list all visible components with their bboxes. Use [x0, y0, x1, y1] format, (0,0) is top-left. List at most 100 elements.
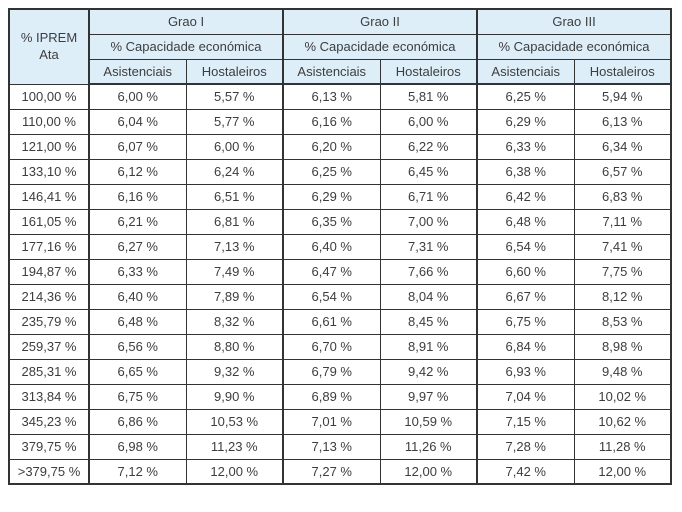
- value-cell: 6,48 %: [476, 208, 575, 235]
- value-cell: 7,00 %: [379, 208, 478, 235]
- value-cell: 6,60 %: [476, 258, 575, 285]
- group-header-grao-i: Grao I: [88, 8, 284, 35]
- value-cell: 6,16 %: [282, 108, 381, 135]
- subheader-capacidade-grao-iii: % Capacidade económica: [476, 33, 672, 60]
- value-cell: 7,66 %: [379, 258, 478, 285]
- table-row: 100,00 % 6,00 % 5,57 % 6,13 % 5,81 % 6,25 % 5,…: [8, 83, 672, 110]
- value-cell: 7,12 %: [88, 458, 187, 485]
- value-cell: 6,38 %: [476, 158, 575, 185]
- value-cell: 10,62 %: [573, 408, 672, 435]
- value-cell: 6,54 %: [476, 233, 575, 260]
- value-cell: 9,97 %: [379, 383, 478, 410]
- table-row: >379,75 % 7,12 % 12,00 % 7,27 % 12,00 % 7,42 …: [8, 458, 672, 485]
- value-cell: 8,53 %: [573, 308, 672, 335]
- value-cell: 6,27 %: [88, 233, 187, 260]
- value-cell: 9,48 %: [573, 358, 672, 385]
- value-cell: 6,81 %: [185, 208, 284, 235]
- value-cell: 8,45 %: [379, 308, 478, 335]
- value-cell: 6,21 %: [88, 208, 187, 235]
- table-row: 235,79 % 6,48 % 8,32 % 6,61 % 8,45 % 6,75 % 8,…: [8, 308, 672, 335]
- value-cell: 6,84 %: [476, 333, 575, 360]
- value-cell: 6,75 %: [88, 383, 187, 410]
- value-cell: 6,89 %: [282, 383, 381, 410]
- corner-header-iprem: % IPREM Ata: [8, 8, 90, 85]
- value-cell: 6,65 %: [88, 358, 187, 385]
- value-cell: 11,26 %: [379, 433, 478, 460]
- table-row: 379,75 % 6,98 % 11,23 % 7,13 % 11,26 % 7,28 %…: [8, 433, 672, 460]
- value-cell: 8,32 %: [185, 308, 284, 335]
- value-cell: 6,61 %: [282, 308, 381, 335]
- iprem-cell: 177,16 %: [8, 233, 90, 260]
- iprem-cell: 345,23 %: [8, 408, 90, 435]
- value-cell: 6,34 %: [573, 133, 672, 160]
- table-row: 161,05 % 6,21 % 6,81 % 6,35 % 7,00 % 6,48 % 7,…: [8, 208, 672, 235]
- value-cell: 12,00 %: [379, 458, 478, 485]
- value-cell: 5,57 %: [185, 83, 284, 110]
- table-header: % IPREM Ata Grao I Grao II Grao III % Ca…: [8, 8, 672, 85]
- value-cell: 6,33 %: [476, 133, 575, 160]
- value-cell: 6,45 %: [379, 158, 478, 185]
- table-row: 146,41 % 6,16 % 6,51 % 6,29 % 6,71 % 6,42 % 6,…: [8, 183, 672, 210]
- iprem-cell: 313,84 %: [8, 383, 90, 410]
- value-cell: 8,80 %: [185, 333, 284, 360]
- subheader-row: % Capacidade económica % Capacidade econ…: [9, 33, 672, 60]
- value-cell: 6,42 %: [476, 183, 575, 210]
- value-cell: 12,00 %: [185, 458, 284, 485]
- value-cell: 9,90 %: [185, 383, 284, 410]
- col-header-asistenciais-grao-i: Asistenciais: [88, 58, 187, 85]
- value-cell: 7,49 %: [185, 258, 284, 285]
- value-cell: 9,32 %: [185, 358, 284, 385]
- value-cell: 6,98 %: [88, 433, 187, 460]
- iprem-cell: 259,37 %: [8, 333, 90, 360]
- value-cell: 6,79 %: [282, 358, 381, 385]
- col-header-hostaleiros-grao-ii: Hostaleiros: [379, 58, 478, 85]
- value-cell: 6,29 %: [476, 108, 575, 135]
- table-body: 100,00 % 6,00 % 5,57 % 6,13 % 5,81 % 6,25 % 5,…: [8, 83, 672, 485]
- value-cell: 6,54 %: [282, 283, 381, 310]
- value-cell: 6,70 %: [282, 333, 381, 360]
- value-cell: 5,81 %: [379, 83, 478, 110]
- value-cell: 7,27 %: [282, 458, 381, 485]
- value-cell: 7,42 %: [476, 458, 575, 485]
- value-cell: 6,47 %: [282, 258, 381, 285]
- iprem-cell: 379,75 %: [8, 433, 90, 460]
- value-cell: 6,40 %: [88, 283, 187, 310]
- table-row: 110,00 % 6,04 % 5,77 % 6,16 % 6,00 % 6,29 % 6,…: [8, 108, 672, 135]
- value-cell: 7,04 %: [476, 383, 575, 410]
- value-cell: 6,16 %: [88, 183, 187, 210]
- iprem-cell: 110,00 %: [8, 108, 90, 135]
- value-cell: 6,04 %: [88, 108, 187, 135]
- table-row: 313,84 % 6,75 % 9,90 % 6,89 % 9,97 % 7,04 % 10…: [8, 383, 672, 410]
- value-cell: 6,71 %: [379, 183, 478, 210]
- value-cell: 7,31 %: [379, 233, 478, 260]
- value-cell: 6,12 %: [88, 158, 187, 185]
- subheader-capacidade-grao-ii: % Capacidade económica: [282, 33, 478, 60]
- column-header-row: Asistenciais Hostaleiros Asistenciais Ho…: [9, 58, 672, 85]
- iprem-cell: 194,87 %: [8, 258, 90, 285]
- value-cell: 6,35 %: [282, 208, 381, 235]
- value-cell: 6,67 %: [476, 283, 575, 310]
- value-cell: 10,59 %: [379, 408, 478, 435]
- value-cell: 7,41 %: [573, 233, 672, 260]
- value-cell: 6,86 %: [88, 408, 187, 435]
- value-cell: 6,29 %: [282, 183, 381, 210]
- value-cell: 6,48 %: [88, 308, 187, 335]
- value-cell: 6,75 %: [476, 308, 575, 335]
- value-cell: 5,94 %: [573, 83, 672, 110]
- value-cell: 6,13 %: [573, 108, 672, 135]
- table-row: 259,37 % 6,56 % 8,80 % 6,70 % 8,91 % 6,84 % 8,…: [8, 333, 672, 360]
- col-header-asistenciais-grao-ii: Asistenciais: [282, 58, 381, 85]
- table-row: 285,31 % 6,65 % 9,32 % 6,79 % 9,42 % 6,93 % 9,…: [8, 358, 672, 385]
- iprem-cell: 133,10 %: [8, 158, 90, 185]
- value-cell: 8,91 %: [379, 333, 478, 360]
- value-cell: 6,33 %: [88, 258, 187, 285]
- value-cell: 7,28 %: [476, 433, 575, 460]
- iprem-cell: 121,00 %: [8, 133, 90, 160]
- value-cell: 7,89 %: [185, 283, 284, 310]
- iprem-cell: 285,31 %: [8, 358, 90, 385]
- value-cell: 7,13 %: [185, 233, 284, 260]
- col-header-hostaleiros-grao-iii: Hostaleiros: [573, 58, 672, 85]
- value-cell: 8,98 %: [573, 333, 672, 360]
- value-cell: 11,28 %: [573, 433, 672, 460]
- value-cell: 6,13 %: [282, 83, 381, 110]
